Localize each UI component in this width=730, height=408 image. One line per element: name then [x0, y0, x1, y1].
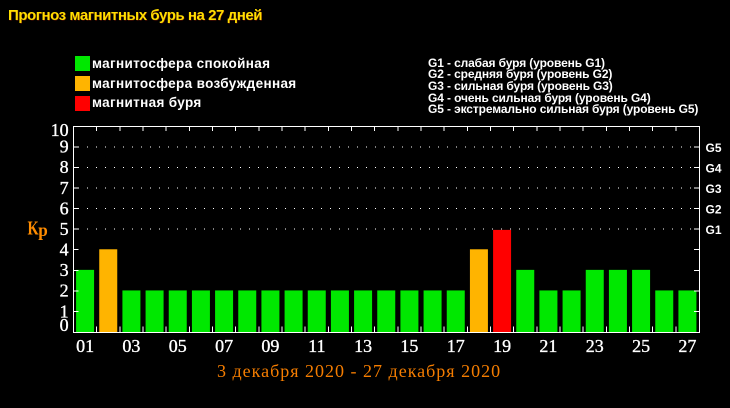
svg-text:09: 09 — [261, 336, 279, 356]
svg-text:1: 1 — [60, 301, 69, 321]
svg-text:K: K — [28, 216, 39, 239]
svg-text:23: 23 — [586, 336, 604, 356]
svg-text:03: 03 — [122, 336, 140, 356]
svg-text:G5: G5 — [706, 141, 722, 155]
svg-text:7: 7 — [60, 178, 69, 198]
svg-text:27: 27 — [678, 336, 696, 356]
svg-text:17: 17 — [447, 336, 465, 356]
svg-text:05: 05 — [169, 336, 187, 356]
svg-text:13: 13 — [354, 336, 372, 356]
svg-text:2: 2 — [60, 281, 69, 301]
svg-text:G1: G1 — [706, 223, 722, 237]
svg-text:21: 21 — [539, 336, 557, 356]
svg-text:4: 4 — [60, 240, 69, 260]
svg-text:10: 10 — [51, 120, 69, 140]
svg-text:G3: G3 — [706, 182, 722, 196]
svg-text:9: 9 — [60, 137, 69, 157]
svg-text:G4: G4 — [706, 161, 722, 175]
svg-text:8: 8 — [60, 157, 69, 177]
svg-text:25: 25 — [632, 336, 650, 356]
svg-text:6: 6 — [60, 198, 69, 218]
svg-text:3: 3 — [60, 260, 69, 280]
svg-text:19: 19 — [493, 336, 511, 356]
svg-text:p: p — [38, 219, 48, 240]
svg-text:11: 11 — [308, 336, 325, 356]
svg-text:5: 5 — [60, 219, 69, 239]
svg-text:0: 0 — [60, 315, 69, 335]
svg-text:07: 07 — [215, 336, 233, 356]
svg-text:G2: G2 — [706, 203, 722, 217]
svg-text:15: 15 — [400, 336, 418, 356]
svg-text:01: 01 — [76, 336, 94, 356]
